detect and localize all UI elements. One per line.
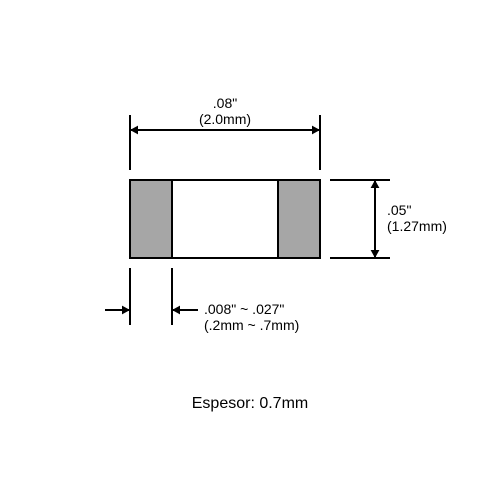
svg-text:(2.0mm): (2.0mm)	[199, 111, 251, 127]
diagram-canvas: .08"(2.0mm) .05"(1.27mm) .008" ~ .027"(.2m…	[0, 0, 500, 500]
svg-text:(.2mm ~ .7mm): (.2mm ~ .7mm)	[204, 317, 299, 333]
thickness-footer: Espesor: 0.7mm	[0, 395, 500, 413]
thickness-label: Espesor: 0.7mm	[192, 395, 308, 412]
left-terminal	[130, 180, 172, 258]
component-body	[172, 180, 278, 258]
right-terminal	[278, 180, 320, 258]
dimension-svg: .08"(2.0mm) .05"(1.27mm) .008" ~ .027"(.2m…	[0, 0, 500, 500]
svg-text:(1.27mm): (1.27mm)	[387, 218, 447, 234]
svg-text:.08": .08"	[213, 95, 237, 111]
svg-text:.008" ~ .027": .008" ~ .027"	[204, 301, 284, 317]
svg-text:.05": .05"	[387, 202, 411, 218]
